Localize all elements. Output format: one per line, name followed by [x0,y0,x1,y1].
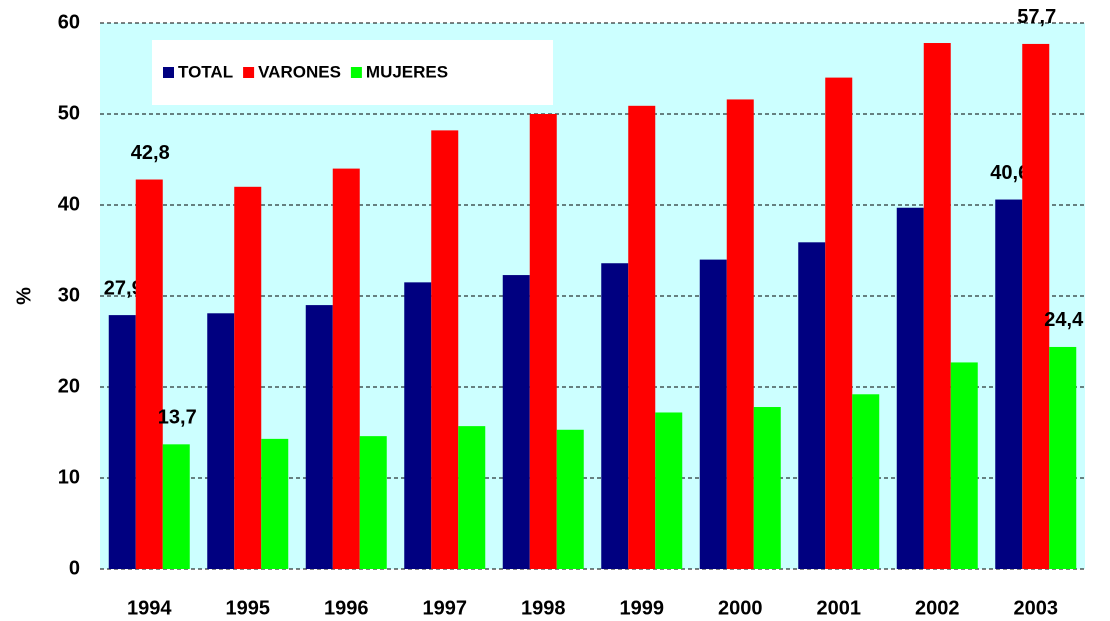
y-tick-label: 60 [58,11,80,33]
y-tick-label: 50 [58,102,80,124]
y-tick-label: 30 [58,284,80,306]
bar [529,114,557,569]
x-tick-label: 2000 [718,597,763,619]
bar [726,99,754,569]
bar [852,394,880,569]
legend-swatch [163,67,174,78]
bar [798,242,826,569]
data-label: 42,8 [131,142,170,164]
y-tick-label: 40 [58,193,80,215]
bar [359,436,387,569]
bar [699,259,727,569]
legend-label: VARONES [258,62,341,81]
bar [458,426,486,569]
bar [261,438,289,569]
y-axis-label: % [13,287,35,305]
bar [332,168,360,569]
data-label: 13,7 [158,407,197,429]
bar [655,412,683,569]
bar [825,77,853,569]
bar [1022,43,1050,570]
bar [950,362,978,569]
x-tick-label: 2002 [915,597,960,619]
bar [234,186,262,570]
data-label: 24,4 [1044,309,1084,331]
bar [753,407,781,569]
legend-swatch [350,67,362,78]
data-label: 57,7 [1017,6,1056,28]
bar [601,263,629,569]
bar [135,179,163,569]
bar [1049,346,1077,569]
y-tick-label: 20 [58,375,80,397]
bar [108,315,136,569]
bar [556,429,584,569]
data-label: 40,6 [990,162,1029,184]
x-tick-label: 1999 [620,597,665,619]
bar [502,275,530,569]
x-tick-label: 1997 [423,597,468,619]
x-tick-label: 1998 [521,597,566,619]
legend-label: MUJERES [366,62,448,81]
bar [995,199,1023,570]
bar [404,282,432,569]
x-tick-label: 1996 [324,597,369,619]
y-tick-label: 0 [69,557,80,579]
bar [207,313,235,569]
bar [431,130,459,569]
y-tick-label: 10 [58,466,80,488]
bar [923,43,951,569]
bar [162,444,190,569]
bar [896,207,924,570]
x-tick-label: 1994 [127,597,172,619]
legend-label: TOTAL [178,62,233,81]
x-tick-label: 2003 [1014,597,1059,619]
bar [628,105,656,569]
bar [305,305,333,569]
x-tick-label: 1995 [226,597,271,619]
legend-swatch [243,67,255,78]
data-label: 27,9 [104,277,143,299]
x-tick-label: 2001 [817,597,862,619]
